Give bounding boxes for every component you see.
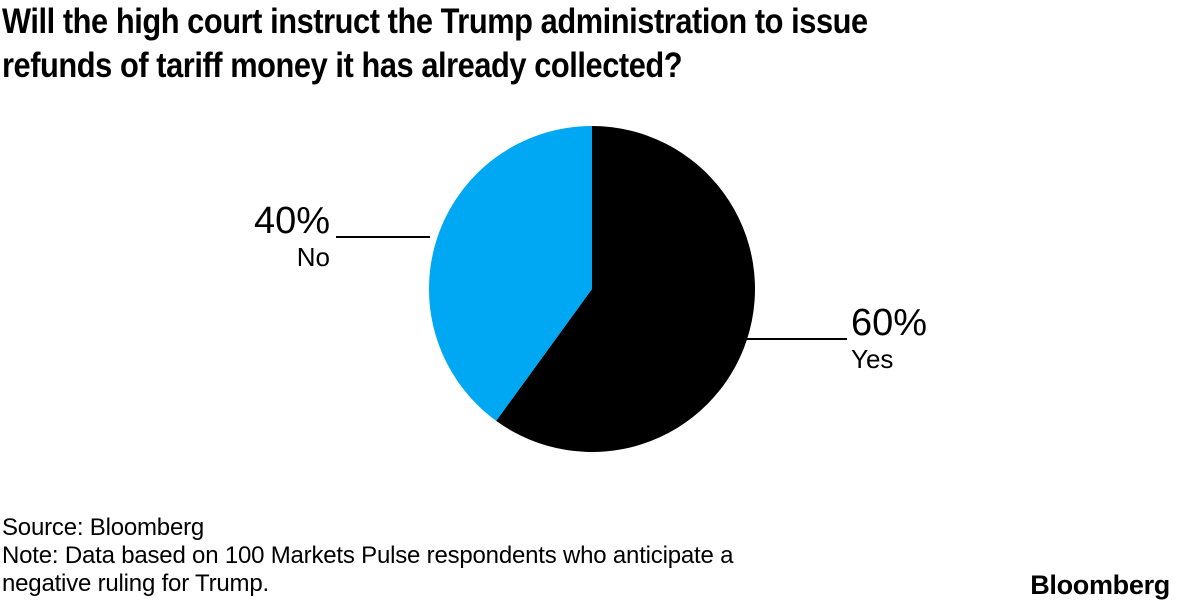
callout-yes-label: Yes bbox=[851, 344, 894, 374]
leader-line-yes bbox=[747, 338, 847, 340]
callout-yes: 60% Yes bbox=[851, 303, 927, 373]
chart-title-line-2: refunds of tariff money it has already c… bbox=[2, 46, 683, 85]
callout-no-percent: 40% bbox=[253, 200, 330, 242]
chart-title: Will the high court instruct the Trump a… bbox=[2, 0, 868, 88]
pie-slice-no bbox=[429, 126, 592, 421]
note-line-1: Note: Data based on 100 Markets Pulse re… bbox=[2, 542, 734, 569]
pie-svg bbox=[429, 126, 755, 452]
callout-yes-percent: 60% bbox=[851, 302, 928, 344]
chart-footer: Source: Bloomberg Note: Data based on 10… bbox=[2, 514, 733, 598]
pie-chart bbox=[429, 126, 755, 452]
callout-no: 40% No bbox=[120, 201, 330, 271]
chart-title-line-1: Will the high court instruct the Trump a… bbox=[2, 2, 868, 41]
source-line: Source: Bloomberg bbox=[2, 514, 205, 541]
pie-slice-yes bbox=[496, 126, 755, 452]
bloomberg-logo: Bloomberg bbox=[1030, 570, 1170, 600]
leader-line-no bbox=[336, 236, 430, 238]
callout-no-label: No bbox=[296, 242, 330, 272]
note-line-2: negative ruling for Trump. bbox=[2, 570, 269, 597]
